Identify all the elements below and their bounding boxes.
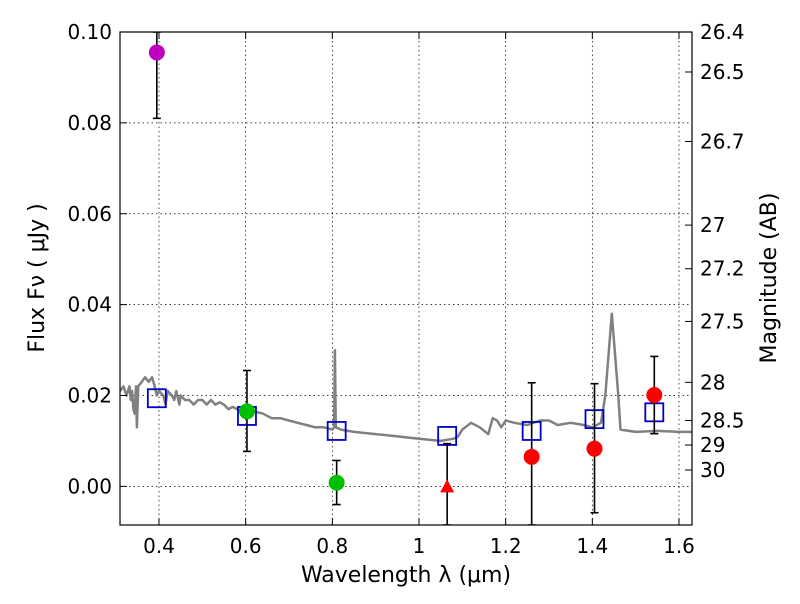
observed-flux-point xyxy=(646,387,663,404)
plot-frame xyxy=(119,31,693,526)
y2-tick-label: 26.7 xyxy=(700,130,745,154)
y-axis-label: Flux Fν ( μJy ) xyxy=(25,203,50,352)
observed-flux-point xyxy=(238,403,255,420)
y-tick-label: 0.06 xyxy=(67,202,112,226)
plot-area xyxy=(120,32,692,525)
y2-tick-label: 29 xyxy=(700,433,725,457)
y-tick-label: 0.04 xyxy=(67,293,112,317)
y2-tick-label: 27.2 xyxy=(700,257,745,281)
y-tick-label: 0.08 xyxy=(67,111,112,135)
y-tick-label: 0.02 xyxy=(67,384,112,408)
model-photometry-square xyxy=(326,421,347,441)
model-photometry-square xyxy=(146,388,167,409)
observed-flux-point xyxy=(328,474,345,491)
observed-flux-point xyxy=(148,44,165,61)
y2-tick-label: 26.4 xyxy=(700,20,745,44)
y-tick-label: 0.10 xyxy=(67,20,112,44)
y2-tick-label: 30 xyxy=(700,458,725,482)
observed-upper-limit-triangle xyxy=(440,479,455,493)
axis-ticks: 0.4 0.6 0.8 1 1.2 1.4 1.6 0.00 0.02 0.04 0.06 0.08 0… xyxy=(67,20,744,558)
x-axis-label: Wavelength λ (μm) xyxy=(301,563,511,588)
y2-tick-label: 28.5 xyxy=(700,408,745,432)
observed-flux-point xyxy=(586,440,603,457)
x-tick-label: 1.6 xyxy=(663,534,695,558)
y-tick-label: 0.00 xyxy=(67,474,112,498)
x-tick-label: 0.4 xyxy=(143,534,175,558)
observed-marker-layer xyxy=(148,44,663,493)
x-tick-label: 1.4 xyxy=(576,534,608,558)
x-tick-label: 0.8 xyxy=(316,534,348,558)
x-tick-label: 0.6 xyxy=(230,534,262,558)
x-tick-label: 1.2 xyxy=(490,534,522,558)
observed-flux-point xyxy=(523,448,540,465)
y2-tick-label: 27.5 xyxy=(700,309,745,333)
y2-tick-label: 27 xyxy=(700,213,725,237)
x-tick-label: 1 xyxy=(413,534,426,558)
y2-tick-label: 26.5 xyxy=(700,60,745,84)
y2-tick-label: 28 xyxy=(700,370,725,394)
grid xyxy=(120,31,692,525)
y2-axis-label: Magnitude (AB) xyxy=(757,193,782,364)
